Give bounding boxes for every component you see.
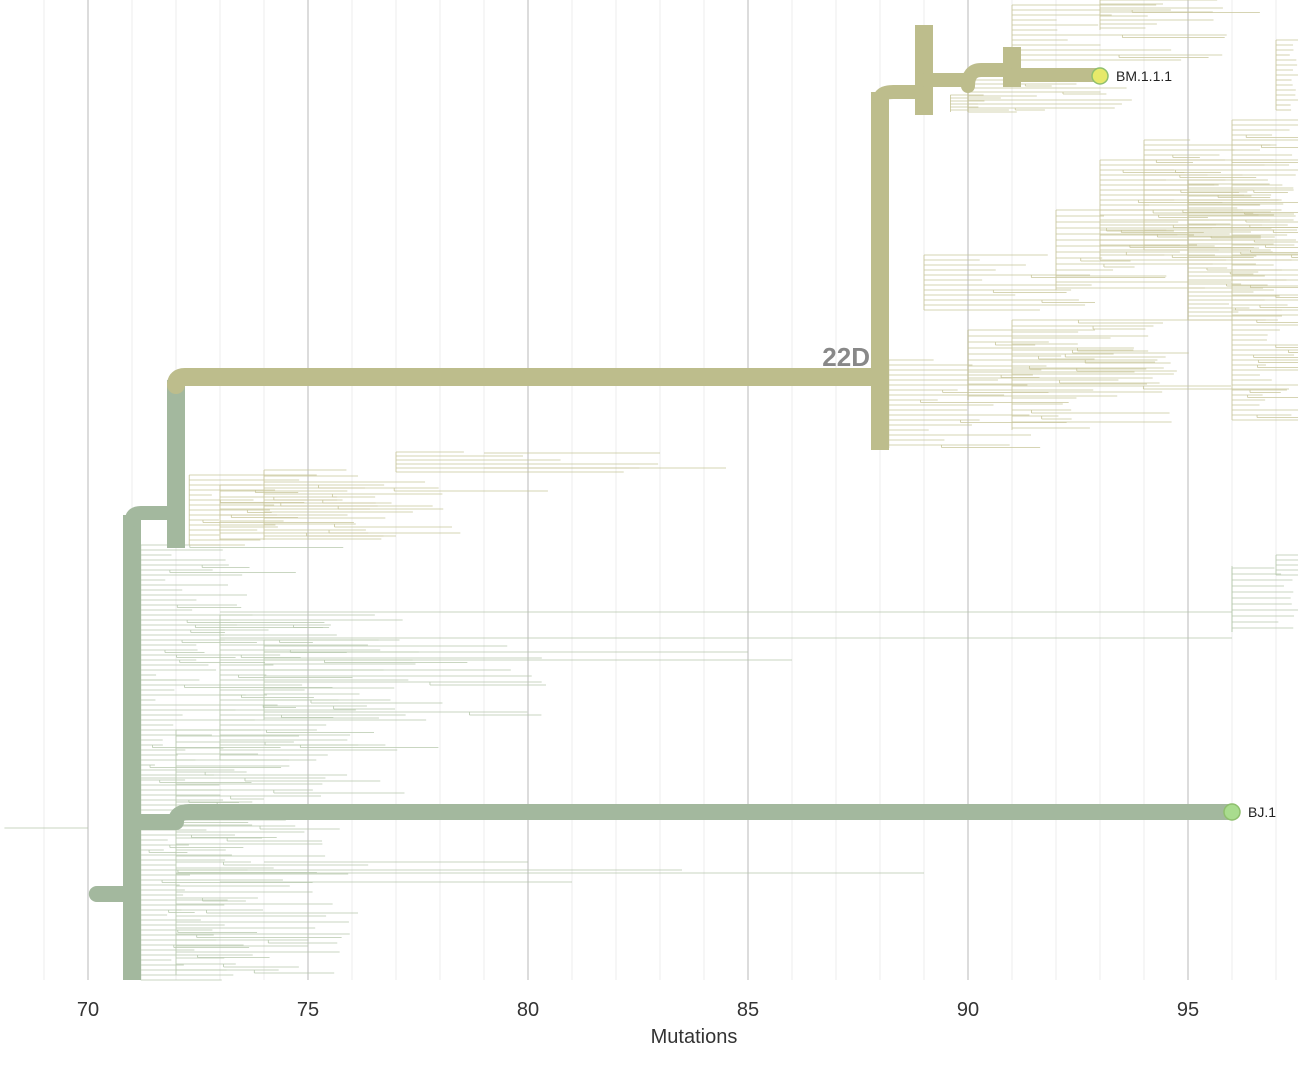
backbone-branch [124,804,1240,838]
x-tick-label: 95 [1177,999,1199,1021]
x-axis: 70 75 80 85 90 95 Mutations [77,999,1199,1048]
tip-label: BM.1.1.1 [1116,68,1172,84]
tip-node-bm-1-1-1 [1091,67,1109,85]
x-tick-label: 75 [297,999,319,1021]
clade-label: 22D [822,342,870,372]
x-tick-label: 90 [957,999,979,1021]
backbone-branch [961,63,1019,93]
x-tick-label: 70 [77,999,99,1021]
x-axis-label: Mutations [651,1026,738,1048]
backbone-branch [873,85,931,107]
backbone-branch [125,506,183,527]
tip-node-bj-1 [1223,803,1241,821]
thick-branches [88,25,1240,980]
thin-branches [4,0,1298,981]
x-tick-label: 80 [517,999,539,1021]
x-tick-label: 85 [737,999,759,1021]
tip-label: BJ.1 [1248,804,1276,820]
backbone-branch [167,368,889,394]
tip-markers: BM.1.1.1 BJ.1 22D [822,67,1276,821]
